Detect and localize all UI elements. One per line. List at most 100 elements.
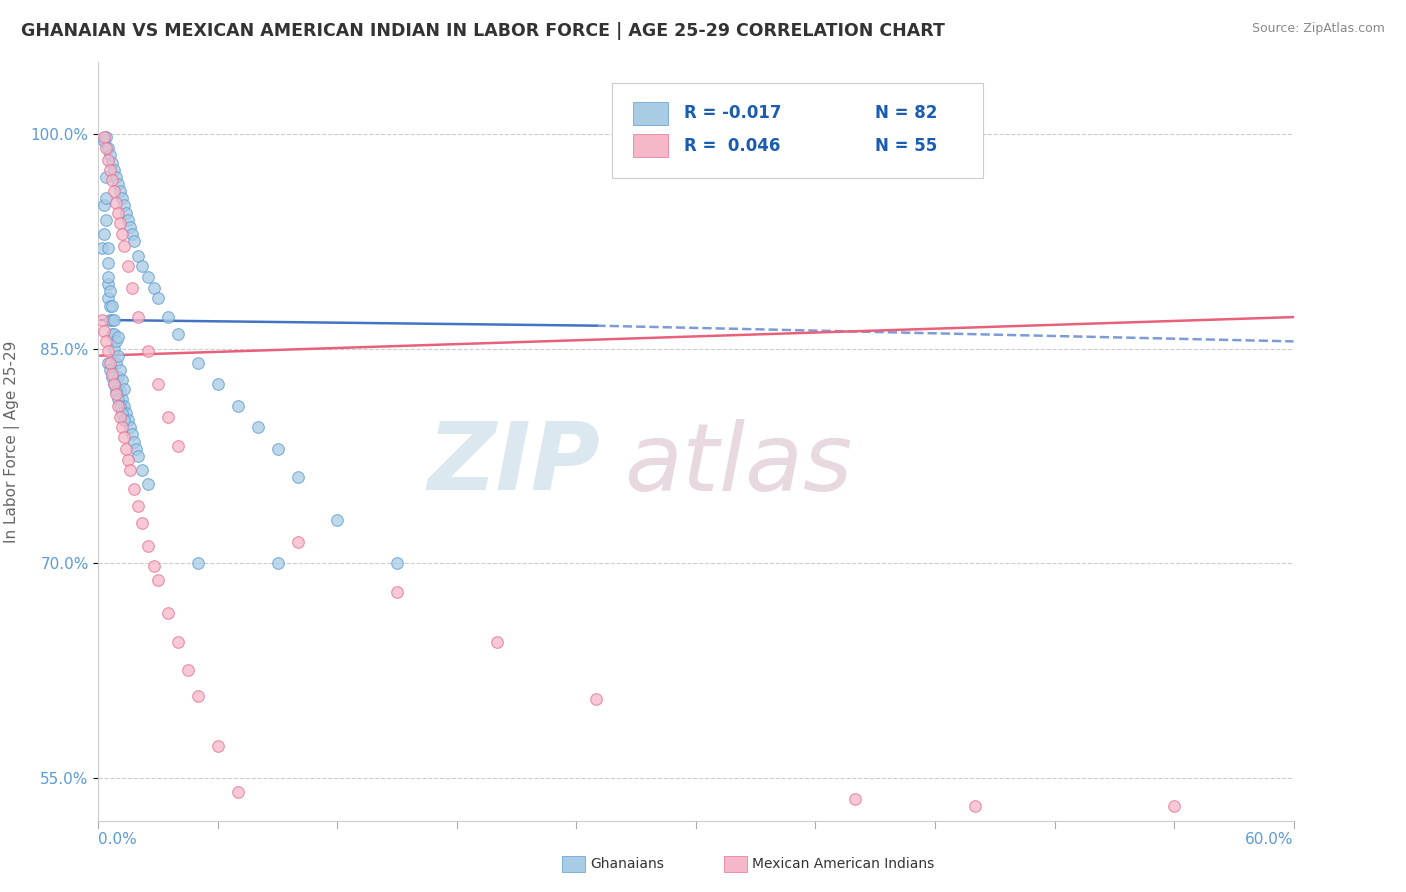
Point [98, 356, 122, 370]
Point [112, 198, 135, 212]
Point [93, 134, 115, 148]
Point [963, 799, 986, 814]
Point [120, 420, 142, 434]
Point [157, 310, 180, 324]
Point [101, 173, 124, 187]
Point [117, 212, 139, 227]
Point [112, 382, 135, 396]
Point [98, 313, 122, 327]
Point [97, 141, 120, 155]
Text: GHANAIAN VS MEXICAN AMERICAN INDIAN IN LABOR FORCE | AGE 25-29 CORRELATION CHART: GHANAIAN VS MEXICAN AMERICAN INDIAN IN L… [21, 22, 945, 40]
Point [115, 406, 138, 420]
Point [110, 410, 132, 425]
Point [101, 313, 124, 327]
Point [111, 227, 134, 241]
Point [187, 689, 209, 703]
Point [187, 356, 209, 370]
Point [101, 370, 124, 384]
Point [110, 184, 132, 198]
Point [127, 499, 149, 513]
Point [103, 162, 125, 177]
Point [115, 442, 138, 456]
Point [287, 534, 309, 549]
FancyBboxPatch shape [613, 83, 983, 178]
Point [136, 344, 159, 359]
Point [97, 356, 120, 370]
Text: Source: ZipAtlas.com: Source: ZipAtlas.com [1251, 22, 1385, 36]
Y-axis label: In Labor Force | Age 25-29: In Labor Force | Age 25-29 [4, 341, 20, 542]
Text: R = -0.017: R = -0.017 [685, 104, 782, 122]
Point [127, 310, 149, 324]
Point [105, 334, 128, 349]
Point [93, 325, 115, 339]
Point [121, 227, 143, 241]
Point [112, 413, 135, 427]
Point [844, 792, 866, 806]
Point [103, 377, 125, 392]
Point [103, 342, 125, 356]
Point [103, 313, 125, 327]
Point [267, 871, 290, 885]
Bar [633, 102, 668, 125]
Point [143, 559, 166, 574]
Point [110, 363, 132, 377]
Bar [633, 135, 668, 157]
Point [96, 141, 118, 155]
Point [143, 281, 166, 295]
Point [157, 410, 180, 425]
Point [167, 635, 190, 649]
Point [107, 399, 129, 413]
Point [326, 513, 349, 527]
Point [97, 256, 120, 270]
Point [96, 129, 118, 144]
Point [124, 234, 146, 248]
Point [177, 664, 200, 678]
Point [107, 205, 129, 219]
Text: N = 82: N = 82 [876, 104, 938, 122]
Point [111, 406, 134, 420]
Point [105, 384, 128, 399]
Text: 0.0%: 0.0% [98, 832, 138, 847]
Point [107, 177, 129, 191]
Point [97, 277, 120, 292]
Point [93, 227, 115, 241]
Point [207, 739, 229, 754]
Text: 60.0%: 60.0% [1246, 832, 1294, 847]
Point [107, 349, 129, 363]
Point [98, 363, 122, 377]
Point [117, 259, 139, 273]
Text: N = 55: N = 55 [876, 136, 938, 155]
Point [267, 556, 290, 570]
Point [93, 198, 115, 212]
Point [121, 281, 143, 295]
Text: atlas: atlas [624, 418, 852, 510]
Point [107, 370, 129, 384]
Point [585, 692, 607, 706]
Point [287, 470, 309, 484]
Point [112, 430, 135, 444]
Point [111, 373, 134, 387]
Point [125, 442, 148, 456]
Point [97, 153, 120, 167]
Point [120, 219, 142, 234]
Point [187, 556, 209, 570]
Point [111, 420, 134, 434]
Point [1163, 799, 1185, 814]
Point [105, 195, 128, 210]
Point [136, 539, 159, 553]
Point [103, 184, 125, 198]
Point [148, 377, 170, 392]
Point [136, 477, 159, 491]
Point [96, 334, 118, 349]
Point [97, 270, 120, 285]
Point [105, 387, 128, 401]
Text: ZIP: ZIP [427, 418, 600, 510]
Point [267, 442, 290, 456]
Point [127, 249, 149, 263]
Point [98, 148, 122, 162]
Point [107, 330, 129, 344]
Point [124, 434, 146, 449]
Point [107, 392, 129, 406]
Point [103, 327, 125, 342]
Point [103, 377, 125, 392]
